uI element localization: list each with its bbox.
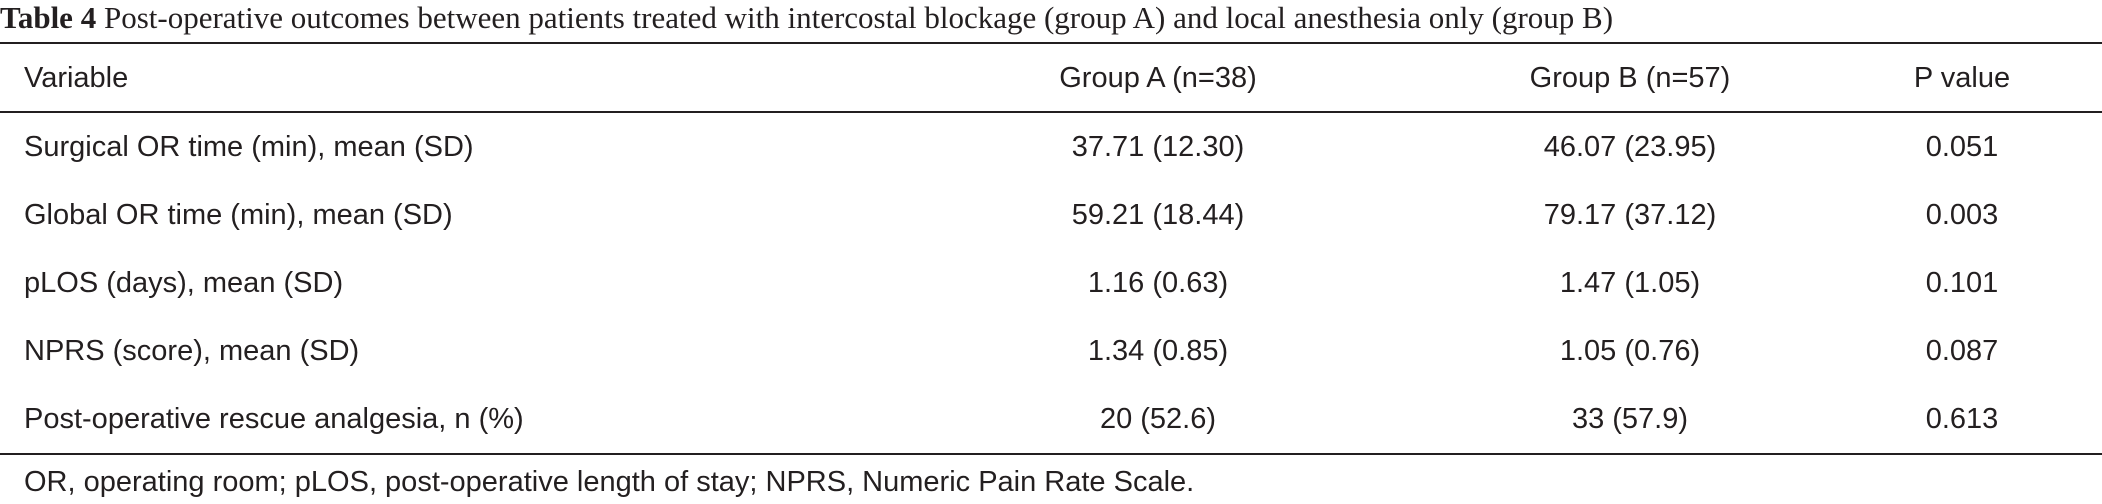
table-header-rule <box>0 111 2102 113</box>
row-variable: pLOS (days), mean (SD) <box>24 267 344 299</box>
row-group-a-value: 1.16 (0.63) <box>1087 267 1229 299</box>
row-p-value: 0.003 <box>1925 199 1999 231</box>
row-p-value: 0.051 <box>1925 131 1999 163</box>
row-variable: Post-operative rescue analgesia, n (%) <box>24 403 524 435</box>
table-bottom-rule <box>0 453 2102 455</box>
table-row: Post-operative rescue analgesia, n (%) 2… <box>0 385 2102 453</box>
table-top-rule <box>0 42 2102 44</box>
column-header-group-b: Group B (n=57) <box>1529 62 1731 94</box>
table-caption: Table 4 Post-operative outcomes between … <box>0 0 2102 42</box>
row-p-value: 0.101 <box>1925 267 1999 299</box>
row-p-value: 0.087 <box>1925 335 1999 367</box>
row-group-b-value: 1.05 (0.76) <box>1559 335 1701 367</box>
row-variable: NPRS (score), mean (SD) <box>24 335 360 367</box>
column-header-p-value: P value <box>1913 62 2011 94</box>
row-group-a-value: 37.71 (12.30) <box>1071 131 1245 163</box>
table-caption-label: Table 4 <box>0 0 97 35</box>
table-header-row: Variable Group A (n=38) Group B (n=57) P… <box>0 44 2102 112</box>
row-group-a-value: 59.21 (18.44) <box>1071 199 1245 231</box>
row-variable: Surgical OR time (min), mean (SD) <box>24 131 474 163</box>
table-caption-text: Post-operative outcomes between patients… <box>96 0 1614 35</box>
table-row: Surgical OR time (min), mean (SD) 37.71 … <box>0 113 2102 181</box>
row-group-b-value: 1.47 (1.05) <box>1559 267 1701 299</box>
row-group-b-value: 46.07 (23.95) <box>1543 131 1717 163</box>
table-footnote: OR, operating room; pLOS, post-operative… <box>24 466 1195 498</box>
table-row: NPRS (score), mean (SD) 1.34 (0.85) 1.05… <box>0 317 2102 385</box>
table-row: pLOS (days), mean (SD) 1.16 (0.63) 1.47 … <box>0 249 2102 317</box>
row-p-value: 0.613 <box>1925 403 1999 435</box>
row-group-b-value: 79.17 (37.12) <box>1543 199 1717 231</box>
row-group-b-value: 33 (57.9) <box>1571 403 1689 435</box>
column-header-variable: Variable <box>24 62 129 94</box>
row-variable: Global OR time (min), mean (SD) <box>24 199 453 231</box>
table-row: Global OR time (min), mean (SD) 59.21 (1… <box>0 181 2102 249</box>
row-group-a-value: 1.34 (0.85) <box>1087 335 1229 367</box>
column-header-group-a: Group A (n=38) <box>1059 62 1257 94</box>
row-group-a-value: 20 (52.6) <box>1099 403 1217 435</box>
